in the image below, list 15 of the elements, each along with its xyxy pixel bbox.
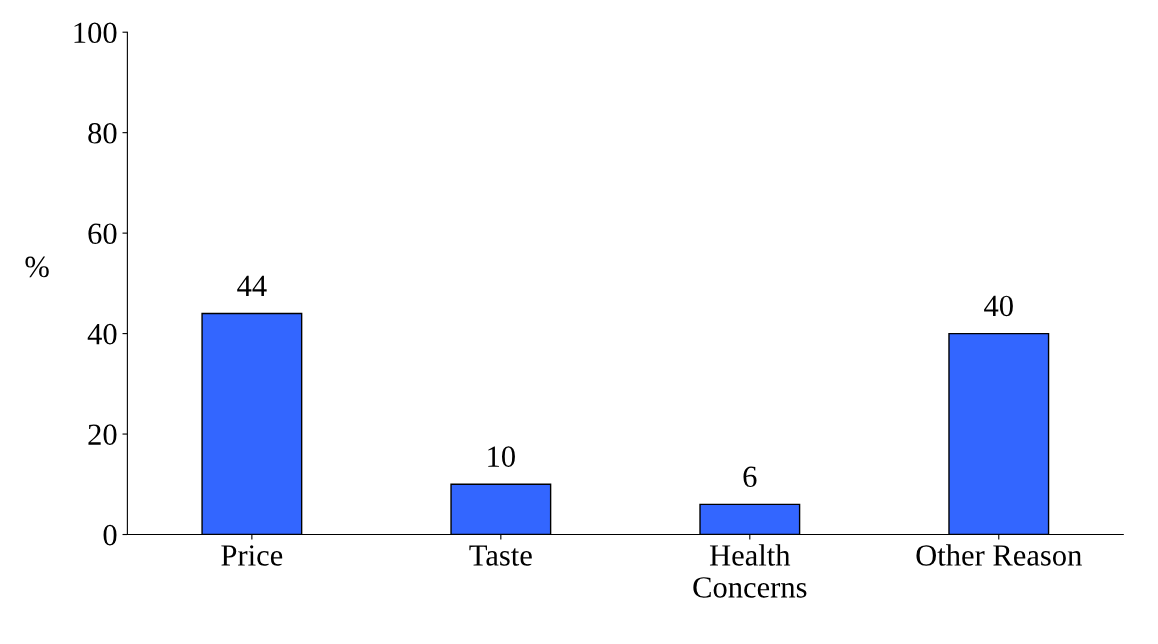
x-tick-label: Health Concerns	[693, 544, 807, 598]
data-label: 10	[488, 446, 515, 467]
y-tick-label: 40	[87, 323, 117, 345]
y-tick-label: 20	[88, 424, 117, 445]
y-tick-label: 60	[88, 223, 117, 245]
x-tick-label: Price	[221, 545, 283, 566]
x-tick-label: Taste	[469, 545, 532, 566]
data-label: 44	[237, 275, 267, 296]
y-tick-label: 100	[74, 22, 117, 44]
data-label: 6	[743, 466, 757, 488]
x-tick-label: Other Reason	[916, 544, 1082, 566]
y-tick-label: 0	[103, 524, 117, 546]
y-tick-label: 80	[88, 122, 117, 144]
data-label: 40	[984, 295, 1013, 317]
y-axis-title: %	[25, 256, 49, 278]
